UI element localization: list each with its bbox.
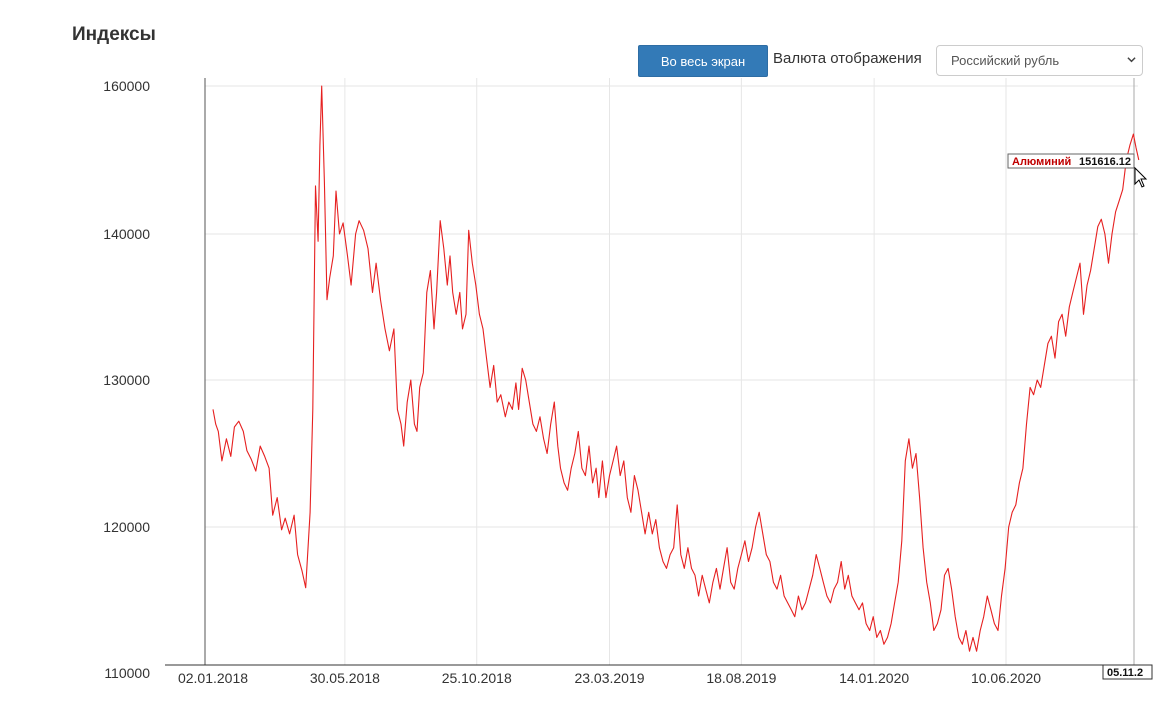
series-line-aluminium[interactable] [212,85,1140,652]
y-tick-label: 140000 [103,226,150,242]
y-tick-label: 130000 [103,372,150,388]
y-tick-label: 160000 [103,78,150,94]
y-tick-label: 110000 [104,665,150,681]
tooltip-date-box: 05.11.2 [1102,664,1153,680]
currency-select-value: Российский рубль [951,53,1060,68]
x-tick-label: 23.03.2019 [574,670,644,686]
axes: 110000 120000 130000 140000 160000 02.01.2018… [103,78,1138,686]
tooltip-box: Алюминий 151616.12 [1007,153,1135,169]
x-tick-label: 10.06.2020 [971,670,1041,686]
x-tick-label: 25.10.2018 [442,670,512,686]
x-tick-label: 14.01.2020 [839,670,909,686]
fullscreen-button[interactable]: Во весь экран [638,45,768,77]
currency-select[interactable]: Российский рубль [936,45,1143,76]
y-tick-label: 120000 [103,519,150,535]
currency-label: Валюта отображения [773,50,922,67]
mouse-cursor-icon [1134,166,1148,188]
x-tick-label: 30.05.2018 [310,670,380,686]
x-tick-label: 18.08.2019 [706,670,776,686]
chevron-down-icon [1127,57,1136,63]
page-title: Индексы [72,24,156,45]
tooltip-series-name: Алюминий [1012,156,1071,168]
tooltip-value: 151616.12 [1079,156,1131,168]
tooltip: Алюминий 151616.12 05.11.2 [1007,153,1153,680]
x-tick-label: 02.01.2018 [178,670,248,686]
grid [205,78,1138,665]
tooltip-date: 05.11.2 [1107,667,1143,679]
series-layer [212,85,1140,652]
